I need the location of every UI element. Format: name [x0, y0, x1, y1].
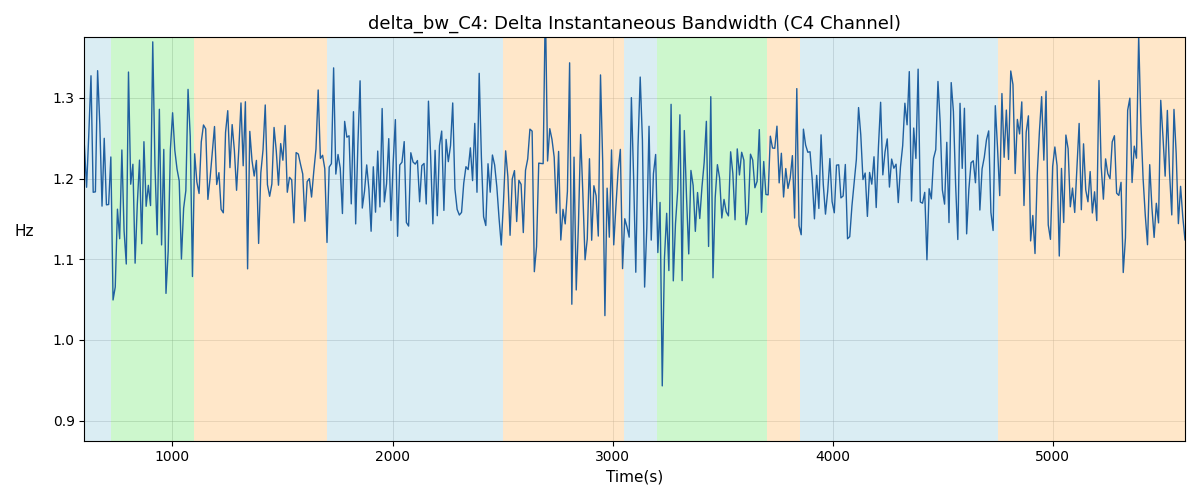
- Bar: [326, 38, 503, 440]
- Bar: [799, 38, 998, 440]
- Y-axis label: Hz: Hz: [14, 224, 35, 239]
- Bar: [503, 38, 624, 440]
- Bar: [998, 38, 1186, 440]
- Bar: [624, 38, 656, 440]
- Bar: [84, 38, 110, 440]
- Title: delta_bw_C4: Delta Instantaneous Bandwidth (C4 Channel): delta_bw_C4: Delta Instantaneous Bandwid…: [368, 15, 901, 34]
- Bar: [110, 38, 194, 440]
- Bar: [767, 38, 799, 440]
- Bar: [656, 38, 767, 440]
- Bar: [194, 38, 326, 440]
- X-axis label: Time(s): Time(s): [606, 470, 664, 485]
